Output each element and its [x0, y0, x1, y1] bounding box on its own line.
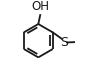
Text: OH: OH: [32, 0, 50, 13]
Text: S: S: [60, 36, 68, 49]
